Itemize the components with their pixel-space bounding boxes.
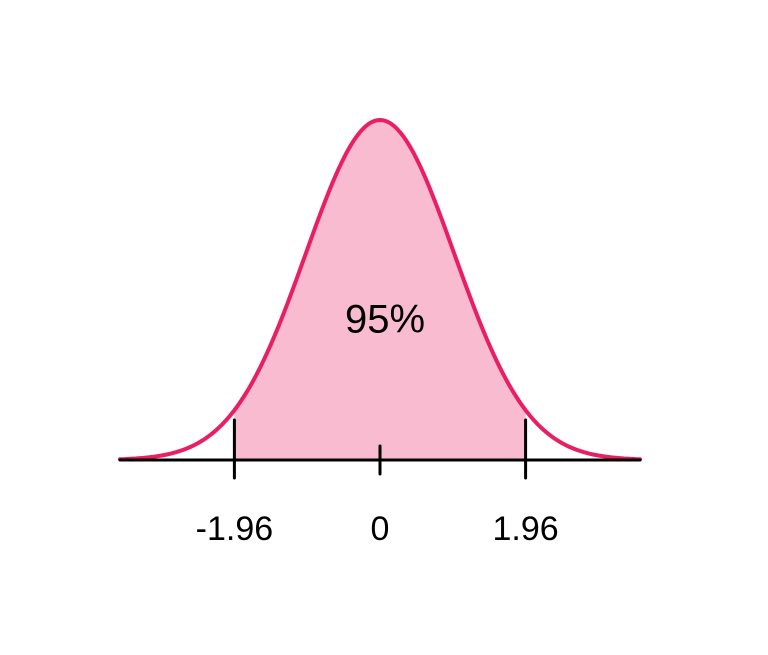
- tick-label-left: -1.96: [196, 510, 274, 549]
- confidence-region: [234, 120, 525, 460]
- tick-label-center: 0: [371, 510, 390, 549]
- normal-distribution-chart: 95% -1.96 0 1.96: [0, 0, 768, 655]
- tick-label-right: 1.96: [493, 510, 559, 549]
- confidence-label: 95%: [345, 298, 425, 343]
